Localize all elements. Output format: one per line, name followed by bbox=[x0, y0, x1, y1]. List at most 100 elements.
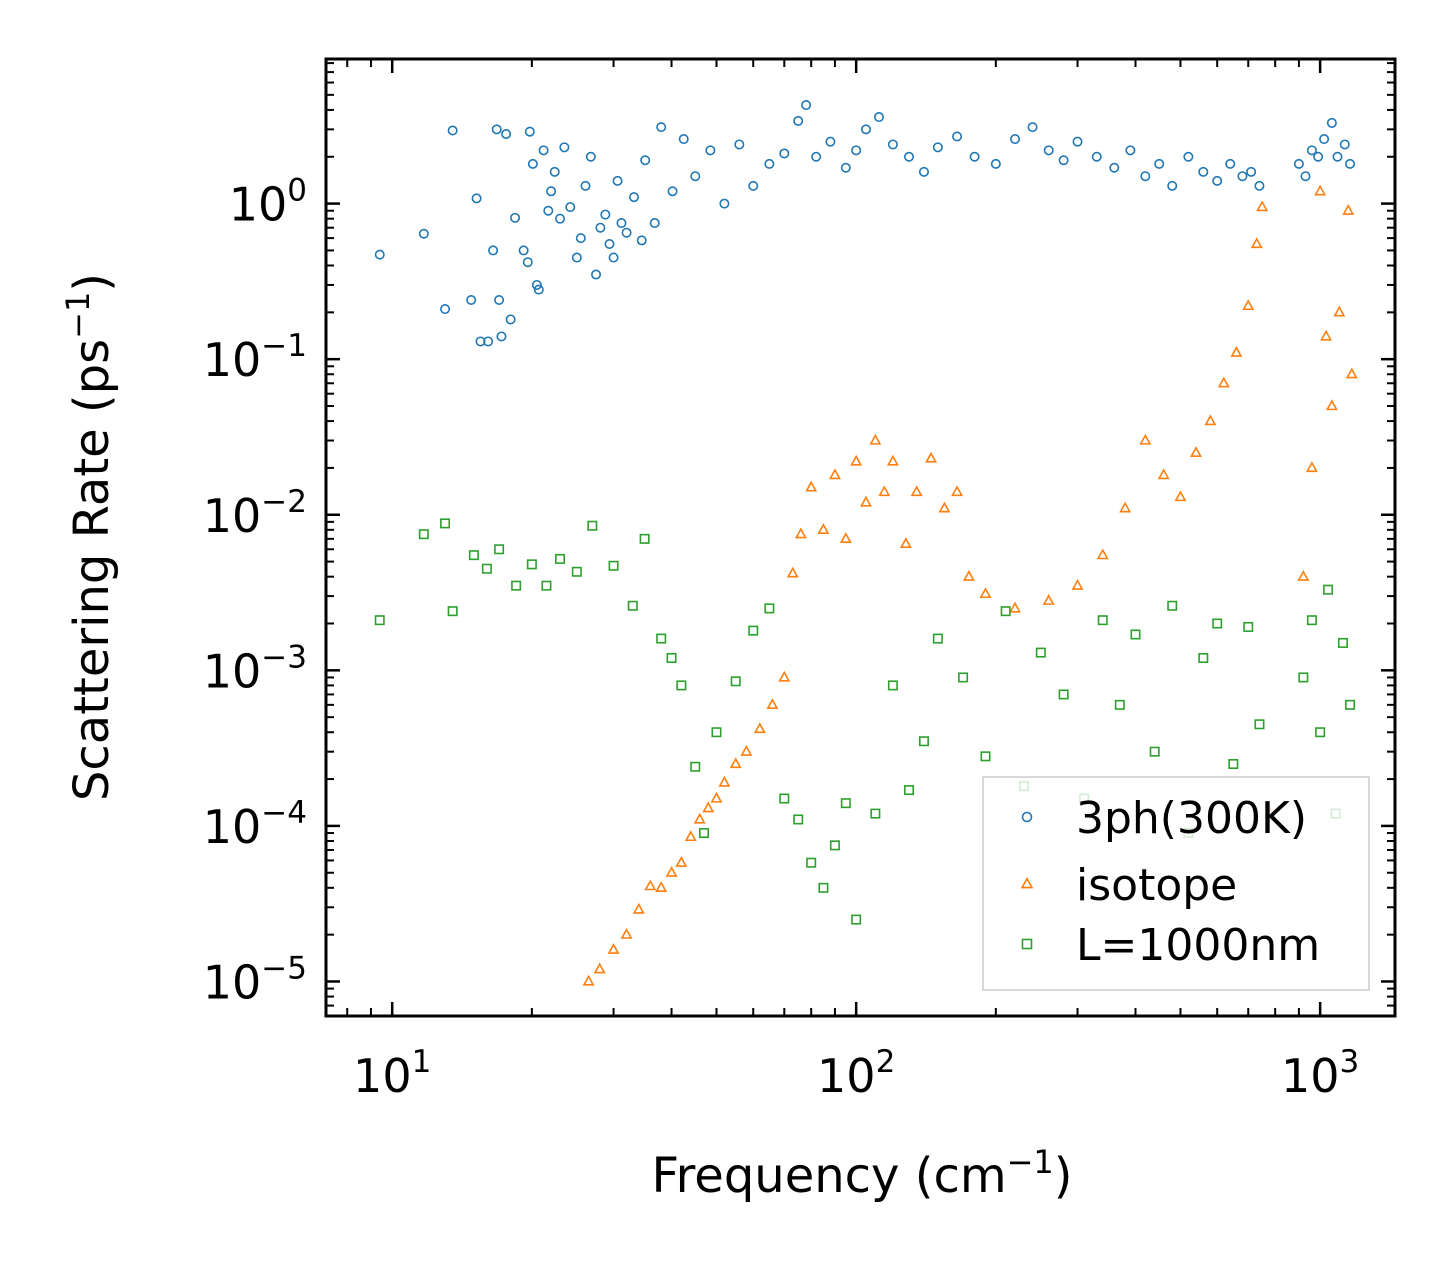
data-point bbox=[851, 914, 862, 925]
data-point bbox=[1325, 399, 1338, 411]
y-axis-label-text: Scattering Rate (ps bbox=[64, 339, 120, 801]
data-point bbox=[729, 757, 742, 769]
data-point bbox=[1097, 615, 1108, 626]
y-tick-label: 100 bbox=[229, 173, 307, 232]
data-point bbox=[779, 148, 790, 159]
data-point bbox=[543, 205, 554, 216]
data-points-layer bbox=[374, 100, 1358, 986]
data-point bbox=[1167, 180, 1178, 191]
data-point bbox=[1315, 727, 1326, 738]
data-point bbox=[1345, 699, 1356, 710]
data-point bbox=[656, 633, 667, 644]
y-tick-label-exponent: −4 bbox=[261, 795, 307, 831]
legend-marker-square bbox=[1021, 938, 1033, 950]
data-point bbox=[1298, 672, 1309, 683]
y-axis-label-close: ) bbox=[64, 273, 120, 292]
data-point bbox=[491, 124, 502, 135]
data-point bbox=[1042, 594, 1055, 605]
y-tick-label: 10−3 bbox=[203, 639, 307, 698]
data-point bbox=[1254, 180, 1265, 191]
data-point bbox=[665, 866, 678, 877]
data-point bbox=[1125, 145, 1136, 156]
data-point bbox=[1035, 647, 1046, 658]
data-point bbox=[656, 122, 667, 133]
data-point bbox=[1183, 151, 1194, 162]
data-point bbox=[518, 245, 529, 256]
data-point bbox=[1058, 689, 1069, 700]
data-point bbox=[958, 672, 969, 683]
data-point bbox=[1337, 637, 1348, 648]
data-point bbox=[1174, 490, 1187, 502]
data-point bbox=[932, 142, 943, 153]
x-axis-label: Frequency (cm−1) bbox=[651, 1143, 1072, 1204]
data-point bbox=[1300, 171, 1311, 182]
data-point bbox=[1305, 461, 1318, 473]
data-point bbox=[1096, 548, 1109, 560]
data-point bbox=[1256, 200, 1269, 212]
x-axis-label-text: Frequency (cm bbox=[651, 1148, 1006, 1204]
data-point bbox=[817, 523, 830, 534]
data-point bbox=[730, 676, 741, 687]
data-point bbox=[764, 603, 775, 614]
x-axis-label-close: ) bbox=[1054, 1148, 1073, 1204]
data-point bbox=[1130, 629, 1141, 640]
y-tick-label: 10−4 bbox=[203, 795, 307, 854]
data-point bbox=[710, 791, 723, 803]
data-point bbox=[1254, 719, 1265, 730]
x-tick-label: 101 bbox=[353, 1044, 431, 1103]
data-point bbox=[1333, 305, 1346, 317]
data-point bbox=[1043, 145, 1054, 156]
x-tick-label-base: 10 bbox=[353, 1049, 412, 1103]
data-point bbox=[1027, 122, 1038, 133]
data-point bbox=[1342, 204, 1355, 215]
legend-label: L=1000nm bbox=[1076, 920, 1320, 971]
data-point bbox=[878, 485, 891, 497]
data-point bbox=[1139, 433, 1152, 445]
data-point bbox=[511, 580, 522, 591]
data-point bbox=[870, 808, 881, 819]
data-point bbox=[1326, 117, 1337, 128]
data-point bbox=[1297, 569, 1310, 581]
data-point bbox=[374, 249, 385, 260]
data-point bbox=[418, 228, 429, 239]
data-point bbox=[632, 902, 645, 914]
y-tick-label-base: 10 bbox=[203, 800, 262, 854]
y-axis-label: Scattering Rate (ps−1) bbox=[59, 273, 120, 801]
data-point bbox=[904, 785, 915, 796]
x-tick-label-exponent: 2 bbox=[876, 1044, 896, 1080]
data-point bbox=[488, 245, 499, 256]
series-square-points bbox=[374, 518, 1356, 925]
data-point bbox=[860, 124, 871, 135]
data-point bbox=[806, 857, 817, 868]
data-point bbox=[1072, 136, 1083, 147]
series-triangle-points bbox=[582, 184, 1358, 986]
data-point bbox=[1246, 166, 1257, 177]
data-point bbox=[1000, 606, 1011, 617]
data-point bbox=[918, 736, 929, 747]
series-circle-points bbox=[374, 100, 1356, 347]
data-point bbox=[620, 927, 633, 939]
data-point bbox=[585, 151, 596, 162]
data-point bbox=[711, 727, 722, 738]
data-point bbox=[1306, 145, 1317, 156]
data-point bbox=[1167, 600, 1178, 611]
data-point bbox=[1212, 175, 1223, 186]
y-tick-label-exponent: −5 bbox=[261, 950, 307, 986]
data-point bbox=[418, 529, 429, 540]
data-point bbox=[565, 202, 576, 213]
data-point bbox=[850, 454, 863, 466]
data-point bbox=[1212, 618, 1223, 629]
data-point bbox=[471, 193, 482, 204]
data-point bbox=[612, 175, 623, 186]
data-point bbox=[684, 830, 697, 842]
legend-label: 3ph(300K) bbox=[1076, 793, 1307, 844]
data-point bbox=[600, 209, 611, 220]
data-point bbox=[829, 840, 840, 851]
legend-entry: isotope bbox=[1020, 860, 1237, 911]
data-point bbox=[690, 171, 701, 182]
y-tick-label-exponent: −1 bbox=[261, 328, 307, 364]
data-point bbox=[494, 544, 505, 555]
legend: 3ph(300K) isotope L=1000nm bbox=[982, 776, 1370, 991]
data-point bbox=[918, 166, 929, 177]
